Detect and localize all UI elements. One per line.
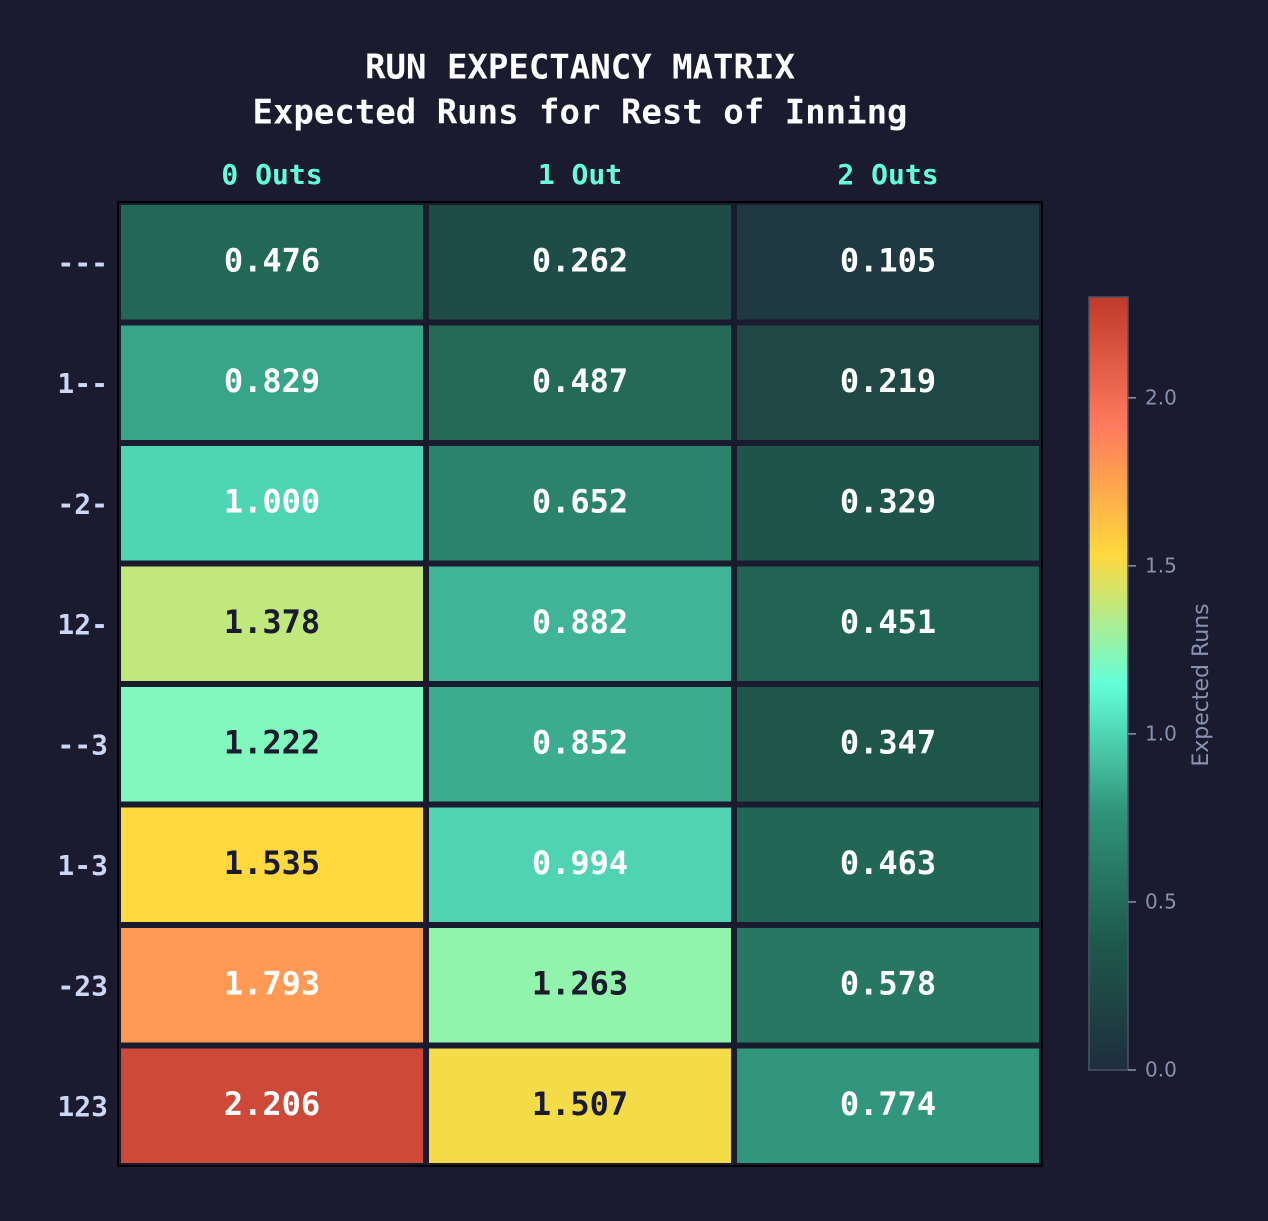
colorbar-label: Expected Runs <box>1189 603 1214 766</box>
cell-value: 1.535 <box>224 844 320 882</box>
row-label: -23 <box>57 969 108 1002</box>
heatmap-cell <box>737 446 1039 561</box>
cell-value: 1.263 <box>532 964 628 1002</box>
cell-value: 2.206 <box>224 1085 320 1123</box>
row-label: 1-- <box>57 367 108 400</box>
cell-value: 0.451 <box>840 603 936 641</box>
heatmap-cell <box>429 446 731 561</box>
heatmap-cell <box>121 928 423 1043</box>
colorbar-tick-label: 2.0 <box>1145 385 1177 409</box>
cell-value: 0.463 <box>840 844 936 882</box>
cell-value: 0.262 <box>532 241 628 279</box>
chart-title: RUN EXPECTANCY MATRIX <box>365 48 795 88</box>
colorbar-tick-label: 1.5 <box>1145 553 1177 577</box>
heatmap-cell <box>121 566 423 681</box>
heatmap-cell <box>737 1048 1039 1163</box>
heatmap-cell <box>429 205 731 320</box>
heatmap-cell <box>429 928 731 1043</box>
cell-value: 0.852 <box>532 723 628 761</box>
cell-value: 0.774 <box>840 1085 936 1123</box>
cell-value: 0.329 <box>840 482 936 520</box>
heatmap-cell <box>121 446 423 561</box>
heatmap-cell <box>737 205 1039 320</box>
heatmap-cell <box>121 807 423 922</box>
row-label: 123 <box>57 1090 108 1123</box>
cell-value: 0.652 <box>532 482 628 520</box>
cell-value: 0.105 <box>840 241 936 279</box>
heatmap-cell <box>429 566 731 681</box>
heatmap-cell <box>121 1048 423 1163</box>
cell-value: 0.476 <box>224 241 320 279</box>
heatmap-cell <box>429 1048 731 1163</box>
cell-value: 0.487 <box>532 362 628 400</box>
row-label: --- <box>57 246 108 279</box>
heatmap-cell <box>737 807 1039 922</box>
cell-value: 1.507 <box>532 1085 628 1123</box>
row-label: 1-3 <box>57 849 108 882</box>
column-label: 2 Outs <box>837 158 938 191</box>
column-label: 1 Out <box>538 158 622 191</box>
heatmap-cell <box>429 325 731 440</box>
cell-value: 1.222 <box>224 723 320 761</box>
heatmap-cell <box>737 928 1039 1043</box>
chart-subtitle: Expected Runs for Rest of Inning <box>252 93 907 133</box>
cell-value: 0.347 <box>840 723 936 761</box>
cell-value: 1.793 <box>224 964 320 1002</box>
heatmap-cell <box>737 687 1039 802</box>
cell-value: 1.000 <box>224 482 320 520</box>
heatmap-cell <box>429 687 731 802</box>
colorbar-tick-label: 0.0 <box>1145 1058 1177 1082</box>
heatmap-cell <box>737 566 1039 681</box>
heatmap-cell <box>121 205 423 320</box>
cell-value: 0.578 <box>840 964 936 1002</box>
heatmap-cell <box>121 325 423 440</box>
colorbar-tick-label: 1.0 <box>1145 721 1177 745</box>
cell-value: 0.829 <box>224 362 320 400</box>
heatmap-cell <box>429 807 731 922</box>
heatmap-cell <box>121 687 423 802</box>
column-label: 0 Outs <box>221 158 322 191</box>
row-label: 12- <box>57 608 108 641</box>
colorbar <box>1088 296 1129 1071</box>
heatmap-cell <box>737 325 1039 440</box>
colorbar-tick-label: 0.5 <box>1145 889 1177 913</box>
cell-value: 0.994 <box>532 844 628 882</box>
row-label: -2- <box>57 487 108 520</box>
cell-value: 1.378 <box>224 603 320 641</box>
cell-value: 0.219 <box>840 362 936 400</box>
row-label: --3 <box>57 728 108 761</box>
cell-value: 0.882 <box>532 603 628 641</box>
